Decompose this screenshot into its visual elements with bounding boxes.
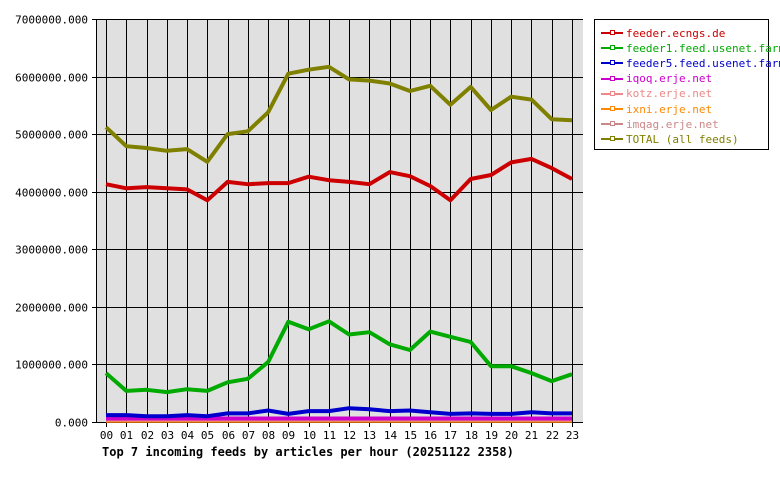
- legend: feeder.ecngs.de feeder1.feed.usenet.farm f…: [594, 19, 780, 150]
- x-tick-label: 19: [485, 429, 498, 442]
- y-tick-label: 6000000.000: [15, 72, 88, 85]
- legend-label: feeder5.feed.usenet.farm: [626, 56, 780, 70]
- x-tick-label: 13: [363, 429, 376, 442]
- legend-item: feeder.ecngs.de: [601, 26, 725, 40]
- x-tick-label: 15: [404, 429, 417, 442]
- legend-item: imqag.erje.net: [601, 117, 719, 131]
- x-tick-label: 21: [525, 429, 538, 442]
- data-series: [104, 64, 573, 423]
- x-axis: 00 01 02 03 04 05 06 07 08 09 10 11 12 13 14 15 16 17 18 19…: [100, 429, 579, 442]
- x-tick-label: 02: [141, 429, 154, 442]
- series-line-total-all-feeds-: [104, 64, 573, 164]
- y-tick-label: 5000000.000: [15, 129, 88, 142]
- legend-line-marker-icon: [601, 45, 623, 51]
- x-tick-label: 08: [262, 429, 275, 442]
- legend-line-marker-icon: [601, 136, 623, 142]
- legend-item: kotz.erje.net: [601, 87, 712, 101]
- legend-item: TOTAL (all feeds): [601, 132, 739, 146]
- x-tick-label: 06: [222, 429, 235, 442]
- x-tick-label: 00: [100, 429, 113, 442]
- x-tick-label: 22: [546, 429, 559, 442]
- legend-label: feeder1.feed.usenet.farm: [626, 41, 780, 55]
- legend-label: TOTAL (all feeds): [626, 132, 739, 146]
- series-line-feeder5-feed-usenet-farm: [106, 406, 572, 419]
- y-tick-label: 1000000.000: [15, 359, 88, 372]
- legend-line-marker-icon: [601, 60, 623, 66]
- x-tick-label: 10: [303, 429, 316, 442]
- x-tick-label: 05: [201, 429, 214, 442]
- legend-line-marker-icon: [601, 30, 623, 35]
- grid-lines: [92, 19, 583, 427]
- x-tick-label: 01: [120, 429, 133, 442]
- x-tick-label: 14: [384, 429, 398, 442]
- legend-item: iqoq.erje.net: [601, 72, 712, 86]
- x-tick-label: 12: [343, 429, 356, 442]
- legend-line-marker-icon: [601, 75, 623, 81]
- legend-line-marker-icon: [601, 106, 623, 111]
- legend-label: imqag.erje.net: [626, 117, 719, 131]
- x-tick-label: 23: [566, 429, 579, 442]
- legend-line-marker-icon: [601, 90, 623, 96]
- y-tick-label: 3000000.000: [15, 244, 88, 257]
- legend-label: ixni.erje.net: [626, 102, 713, 116]
- y-tick-label: 2000000.000: [15, 302, 88, 315]
- chart-title: Top 7 incoming feeds by articles per hou…: [102, 445, 514, 459]
- x-tick-label: 18: [465, 429, 478, 442]
- y-tick-label: 0.000: [55, 417, 88, 430]
- legend-label: kotz.erje.net: [626, 87, 713, 101]
- x-tick-label: 16: [424, 429, 437, 442]
- legend-item: ixni.erje.net: [601, 102, 712, 116]
- series-line-feeder-ecngs-de: [105, 156, 573, 203]
- x-tick-label: 03: [161, 429, 174, 442]
- x-tick-label: 09: [282, 429, 295, 442]
- x-tick-label: 07: [242, 429, 255, 442]
- legend-item: feeder1.feed.usenet.farm: [601, 41, 780, 55]
- x-tick-label: 20: [505, 429, 518, 442]
- plot-area: [96, 19, 583, 422]
- legend-label: iqoq.erje.net: [626, 72, 713, 86]
- x-tick-label: 04: [181, 429, 195, 442]
- y-tick-label: 7000000.000: [15, 14, 88, 27]
- y-axis: 0.000 1000000.000 2000000.000 3000000.000 40…: [15, 14, 88, 430]
- x-tick-label: 17: [444, 429, 457, 442]
- legend-line-marker-icon: [601, 121, 623, 127]
- legend-label: feeder.ecngs.de: [626, 26, 726, 40]
- legend-item: feeder5.feed.usenet.farm: [601, 56, 780, 70]
- y-tick-label: 4000000.000: [15, 187, 88, 200]
- series-line-feeder1-feed-usenet-farm: [104, 319, 573, 395]
- x-tick-label: 11: [323, 429, 336, 442]
